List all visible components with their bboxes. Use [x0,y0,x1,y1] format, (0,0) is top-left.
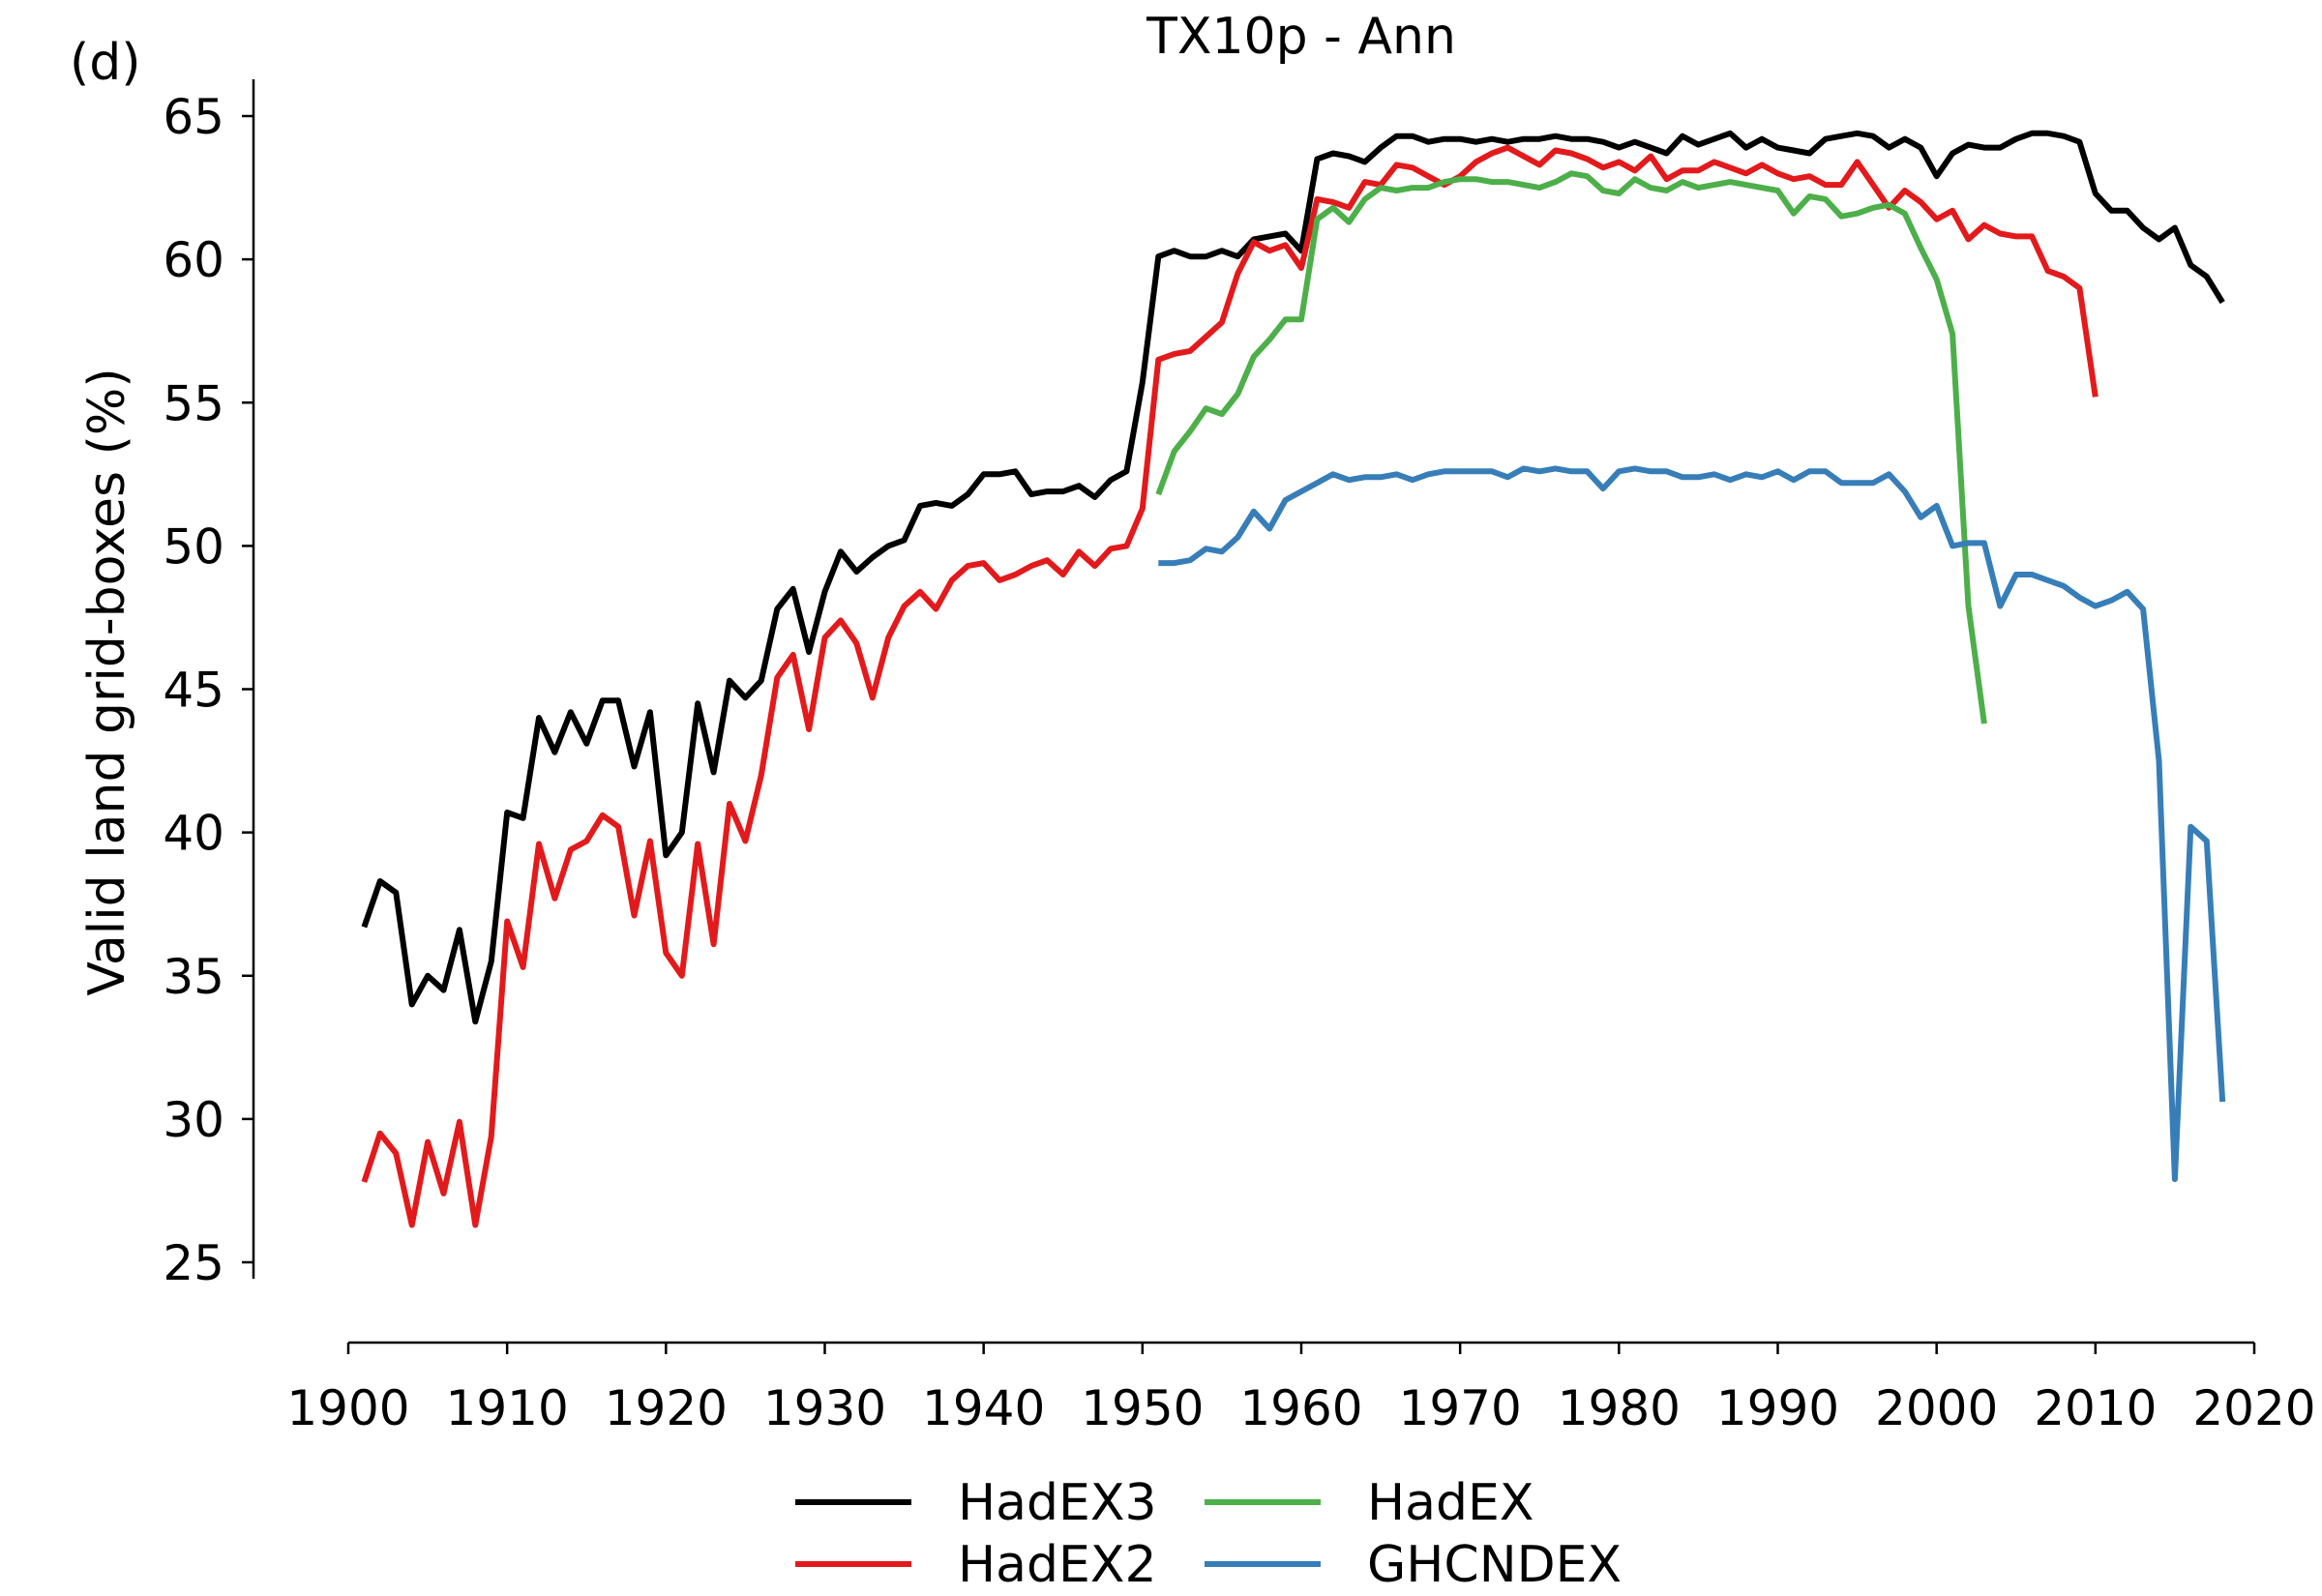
x-tick-label: 1930 [763,1380,886,1436]
y-tick-label: 45 [163,663,224,719]
series-lines [361,130,2226,1228]
x-tick-label: 2020 [2192,1380,2315,1436]
legend-label-hadex: HadEX [1367,1474,1533,1532]
y-axis-title: Valid land grid-boxes (%) [78,368,136,995]
series-line-hadex2 [361,144,2099,1228]
x-tick-label: 1990 [1716,1380,1839,1436]
y-tick-label: 50 [163,518,224,575]
x-tick-label: 1960 [1239,1380,1362,1436]
x-tick-label: 2010 [2034,1380,2157,1436]
legend: HadEX3 HadEX2 HadEX GHCNDEX [795,1474,1622,1594]
x-tick-label: 2000 [1875,1380,1998,1436]
x-tick-label: 1940 [922,1380,1045,1436]
series-line-hadex [1155,170,1987,724]
x-tick-label: 1920 [605,1380,728,1436]
y-tick-label: 30 [163,1092,224,1148]
y-tick-label: 55 [163,375,224,431]
series-line-hadex3 [361,130,2225,1025]
x-axis-ticks: 1900 1910 1920 1930 1940 1950 1960 1970 1980 1990… [286,1343,2316,1436]
legend-label-ghcndex: GHCNDEX [1367,1536,1622,1594]
x-tick-label: 1970 [1399,1380,1522,1436]
y-axis-ticks: 25 30 35 40 45 50 55 60 65 [163,89,253,1291]
y-tick-label: 35 [163,949,224,1005]
chart-title: TX10p - Ann [1146,8,1456,66]
legend-label-hadex2: HadEX2 [958,1536,1157,1594]
y-tick-label: 60 [163,232,224,288]
series-line-ghcndex [1158,465,2226,1183]
x-tick-label: 1900 [286,1380,409,1436]
y-tick-label: 25 [163,1235,224,1291]
legend-label-hadex3: HadEX3 [958,1474,1157,1532]
panel-label: (d) [70,34,141,92]
y-tick-label: 65 [163,89,224,145]
y-tick-label: 40 [163,806,224,862]
x-tick-label: 1910 [446,1380,569,1436]
x-tick-label: 1980 [1558,1380,1681,1436]
x-tick-label: 1950 [1081,1380,1204,1436]
